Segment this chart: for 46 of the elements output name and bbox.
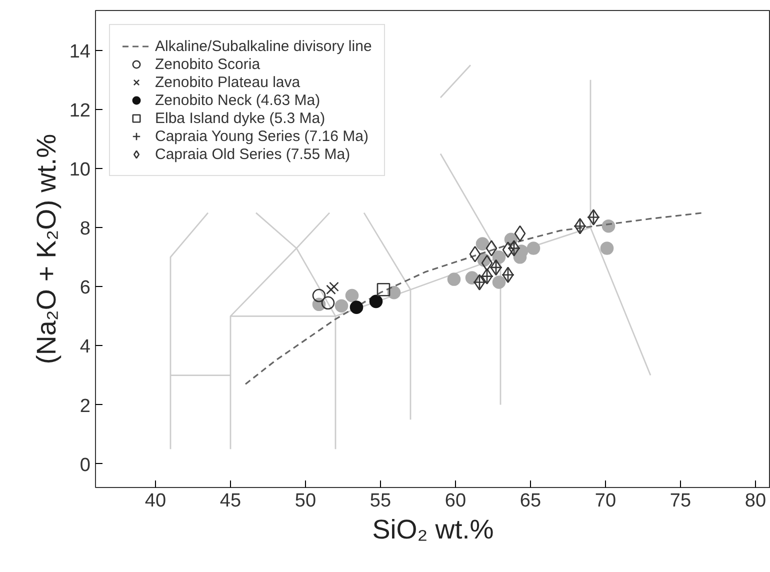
y-tick-label: 8 bbox=[80, 218, 91, 240]
point bbox=[492, 276, 506, 289]
point bbox=[469, 246, 481, 262]
x-tick-label: 55 bbox=[370, 490, 392, 512]
legend-label: Zenobito Plateau lava bbox=[155, 73, 300, 91]
point bbox=[526, 242, 540, 255]
point bbox=[376, 282, 390, 296]
legend-label: Zenobito Neck (4.63 Ma) bbox=[155, 91, 320, 109]
y-tick-label: 4 bbox=[80, 336, 91, 358]
point bbox=[502, 242, 514, 258]
legend-label: Zenobito Scoria bbox=[155, 55, 260, 73]
line-series bbox=[244, 212, 704, 385]
x-tick-label: 75 bbox=[670, 490, 692, 512]
x-tick-label: 80 bbox=[744, 490, 766, 512]
y-tick-label: 0 bbox=[80, 454, 91, 476]
point bbox=[345, 288, 359, 302]
y-tick-label: 14 bbox=[69, 41, 91, 62]
legend-label: Elba Island dyke (5.3 Ma) bbox=[155, 109, 326, 127]
legend-label: Capraia Young Series (7.16 Ma) bbox=[155, 127, 368, 145]
point bbox=[321, 296, 335, 310]
y-tick-label: 6 bbox=[80, 278, 91, 299]
y-axis-title: (Na₂O + K₂O) wt.% bbox=[31, 134, 62, 364]
x-tick-label: 65 bbox=[520, 490, 542, 512]
x-tick-label: 50 bbox=[294, 490, 316, 512]
y-tick-label: 12 bbox=[69, 100, 91, 122]
x-tick-label: 60 bbox=[444, 490, 466, 512]
point bbox=[369, 294, 383, 308]
point bbox=[486, 240, 498, 256]
point bbox=[492, 250, 506, 264]
point bbox=[514, 225, 526, 242]
point bbox=[476, 237, 490, 250]
x-tick-label: 45 bbox=[220, 490, 242, 512]
point bbox=[350, 300, 364, 314]
legend-label: Alkaline/Subalkaline divisory line bbox=[155, 37, 372, 55]
x-tick-label: 40 bbox=[144, 490, 166, 512]
y-tick-label: 2 bbox=[80, 396, 91, 417]
point bbox=[481, 254, 493, 272]
legend-label: Capraia Old Series (7.55 Ma) bbox=[155, 145, 350, 163]
point bbox=[334, 299, 348, 312]
y-tick-label: 10 bbox=[69, 160, 91, 181]
point bbox=[600, 242, 614, 255]
x-axis-title: SiO₂ wt.% bbox=[372, 514, 494, 544]
point bbox=[602, 219, 616, 233]
point bbox=[329, 282, 339, 292]
point bbox=[447, 272, 461, 286]
x-tick-label: 70 bbox=[594, 490, 616, 512]
